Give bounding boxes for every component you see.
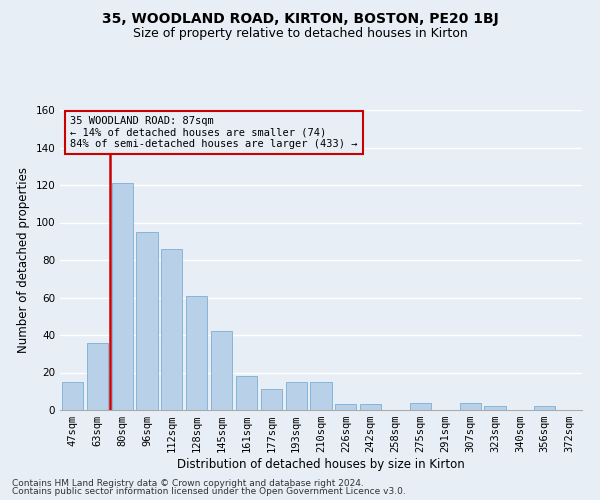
Text: Contains HM Land Registry data © Crown copyright and database right 2024.: Contains HM Land Registry data © Crown c…: [12, 478, 364, 488]
Bar: [62, 382, 83, 410]
Text: Size of property relative to detached houses in Kirton: Size of property relative to detached ho…: [133, 28, 467, 40]
Bar: [236, 376, 257, 410]
Bar: [87, 342, 108, 410]
Bar: [310, 382, 332, 410]
Y-axis label: Number of detached properties: Number of detached properties: [17, 167, 30, 353]
Bar: [186, 296, 207, 410]
Bar: [335, 404, 356, 410]
Text: Contains public sector information licensed under the Open Government Licence v3: Contains public sector information licen…: [12, 487, 406, 496]
Bar: [484, 406, 506, 410]
Bar: [112, 183, 133, 410]
Bar: [286, 382, 307, 410]
Bar: [534, 406, 555, 410]
Bar: [136, 232, 158, 410]
Bar: [410, 402, 431, 410]
Bar: [211, 331, 232, 410]
Text: 35, WOODLAND ROAD, KIRTON, BOSTON, PE20 1BJ: 35, WOODLAND ROAD, KIRTON, BOSTON, PE20 …: [101, 12, 499, 26]
Bar: [360, 404, 381, 410]
Bar: [161, 248, 182, 410]
Bar: [460, 402, 481, 410]
Bar: [261, 390, 282, 410]
X-axis label: Distribution of detached houses by size in Kirton: Distribution of detached houses by size …: [177, 458, 465, 471]
Text: 35 WOODLAND ROAD: 87sqm
← 14% of detached houses are smaller (74)
84% of semi-de: 35 WOODLAND ROAD: 87sqm ← 14% of detache…: [70, 116, 358, 149]
